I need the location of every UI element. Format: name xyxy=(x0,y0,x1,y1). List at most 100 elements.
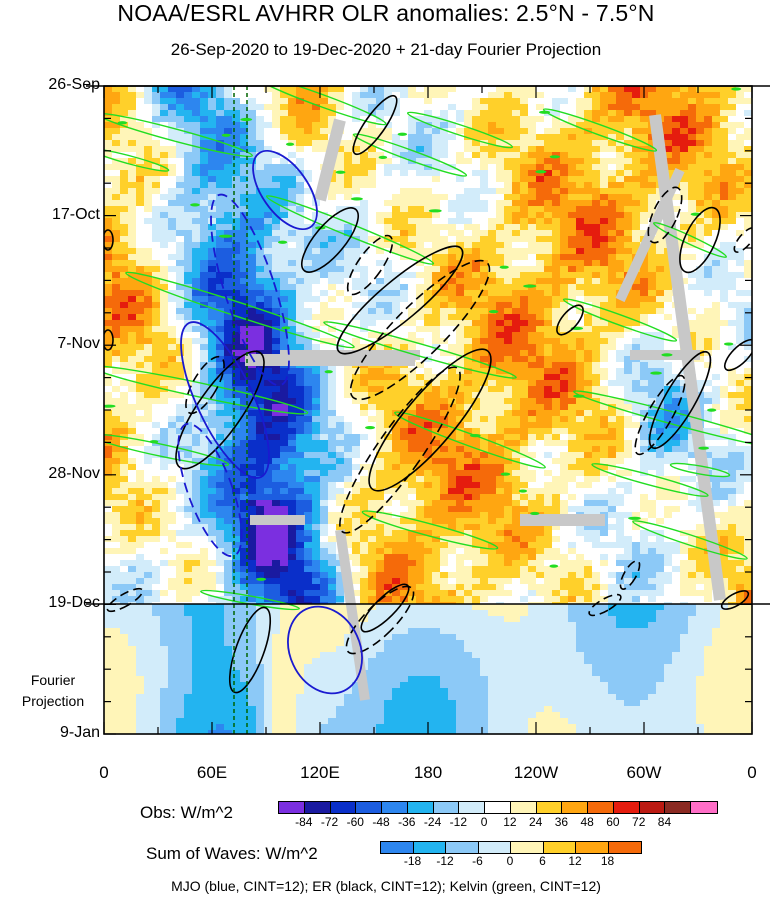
obs-cell xyxy=(728,224,737,231)
obs-cell xyxy=(376,434,385,441)
obs-cell xyxy=(216,374,225,381)
obs-cell xyxy=(608,152,617,159)
obs-cell xyxy=(592,116,601,123)
obs-cell xyxy=(640,104,649,111)
obs-cell xyxy=(360,122,369,129)
obs-cell xyxy=(472,128,481,135)
obs-cell xyxy=(568,272,577,279)
obs-cell xyxy=(584,230,593,237)
obs-cell xyxy=(408,128,417,135)
obs-cell xyxy=(552,296,561,303)
obs-cell xyxy=(328,278,337,285)
obs-cell xyxy=(248,170,257,177)
obs-cell xyxy=(432,266,441,273)
obs-cell xyxy=(664,158,673,165)
obs-cell xyxy=(632,122,641,129)
obs-cell xyxy=(720,338,729,345)
obs-cell xyxy=(576,176,585,183)
obs-cell xyxy=(664,152,673,159)
obs-cell xyxy=(400,290,409,297)
obs-cell xyxy=(152,146,161,153)
obs-cell xyxy=(232,266,241,273)
obs-cell xyxy=(296,422,305,429)
obs-cell xyxy=(352,128,361,135)
obs-cell xyxy=(304,434,313,441)
obs-cell xyxy=(472,362,481,369)
obs-cell xyxy=(624,332,633,339)
obs-cell xyxy=(280,434,289,441)
obs-cell xyxy=(144,392,153,399)
obs-cell xyxy=(600,308,609,315)
obs-cell xyxy=(280,452,289,459)
obs-cell xyxy=(504,248,513,255)
obs-cell xyxy=(176,404,185,411)
obs-cell xyxy=(472,284,481,291)
obs-cell xyxy=(608,386,617,393)
obs-cell xyxy=(608,422,617,429)
obs-cell xyxy=(160,188,169,195)
obs-cell xyxy=(504,350,513,357)
obs-cell xyxy=(392,434,401,441)
obs-cell xyxy=(360,296,369,303)
obs-cell xyxy=(160,116,169,123)
obs-cell xyxy=(608,434,617,441)
obs-cell xyxy=(424,368,433,375)
obs-cell xyxy=(520,272,529,279)
obs-cell xyxy=(296,440,305,447)
obs-cell xyxy=(376,344,385,351)
obs-cell xyxy=(168,302,177,309)
obs-cell xyxy=(264,410,273,417)
obs-cell xyxy=(648,338,657,345)
obs-cell xyxy=(144,362,153,369)
obs-cell xyxy=(216,218,225,225)
obs-cell xyxy=(496,434,505,441)
obs-cell xyxy=(192,344,201,351)
obs-cell xyxy=(128,440,137,447)
obs-cell xyxy=(728,338,737,345)
obs-cell xyxy=(368,176,377,183)
obs-cell xyxy=(264,104,273,111)
obs-cell xyxy=(272,164,281,171)
obs-cell xyxy=(520,308,529,315)
obs-cell xyxy=(256,236,265,243)
obs-cell xyxy=(736,260,745,267)
obs-cell xyxy=(280,338,289,345)
obs-cell xyxy=(456,200,465,207)
obs-cell xyxy=(736,230,745,237)
obs-cell xyxy=(200,266,209,273)
obs-cell xyxy=(656,260,665,267)
obs-cell xyxy=(680,194,689,201)
obs-cell xyxy=(472,296,481,303)
obs-cell xyxy=(536,236,545,243)
obs-cell xyxy=(424,344,433,351)
obs-cell xyxy=(368,128,377,135)
obs-cell xyxy=(264,326,273,333)
obs-cell xyxy=(104,140,113,147)
obs-cell xyxy=(744,92,752,99)
obs-cell xyxy=(424,302,433,309)
obs-cell xyxy=(736,176,745,183)
obs-cell xyxy=(288,398,297,405)
obs-cell xyxy=(368,446,377,453)
obs-cell xyxy=(152,416,161,423)
obs-cell xyxy=(200,284,209,291)
obs-cell xyxy=(376,374,385,381)
obs-cell xyxy=(184,254,193,261)
obs-cell xyxy=(344,386,353,393)
obs-cell xyxy=(312,122,321,129)
obs-cell xyxy=(128,278,137,285)
obs-cell xyxy=(200,224,209,231)
obs-cell xyxy=(288,446,297,453)
obs-cell xyxy=(184,260,193,267)
obs-cell xyxy=(656,266,665,273)
obs-cell xyxy=(712,386,721,393)
obs-cell xyxy=(184,374,193,381)
obs-cell xyxy=(496,140,505,147)
obs-cell xyxy=(744,266,752,273)
obs-cell xyxy=(368,218,377,225)
obs-cell xyxy=(232,368,241,375)
obs-cell xyxy=(472,422,481,429)
obs-cell xyxy=(376,104,385,111)
obs-cell xyxy=(232,104,241,111)
obs-cell xyxy=(352,374,361,381)
